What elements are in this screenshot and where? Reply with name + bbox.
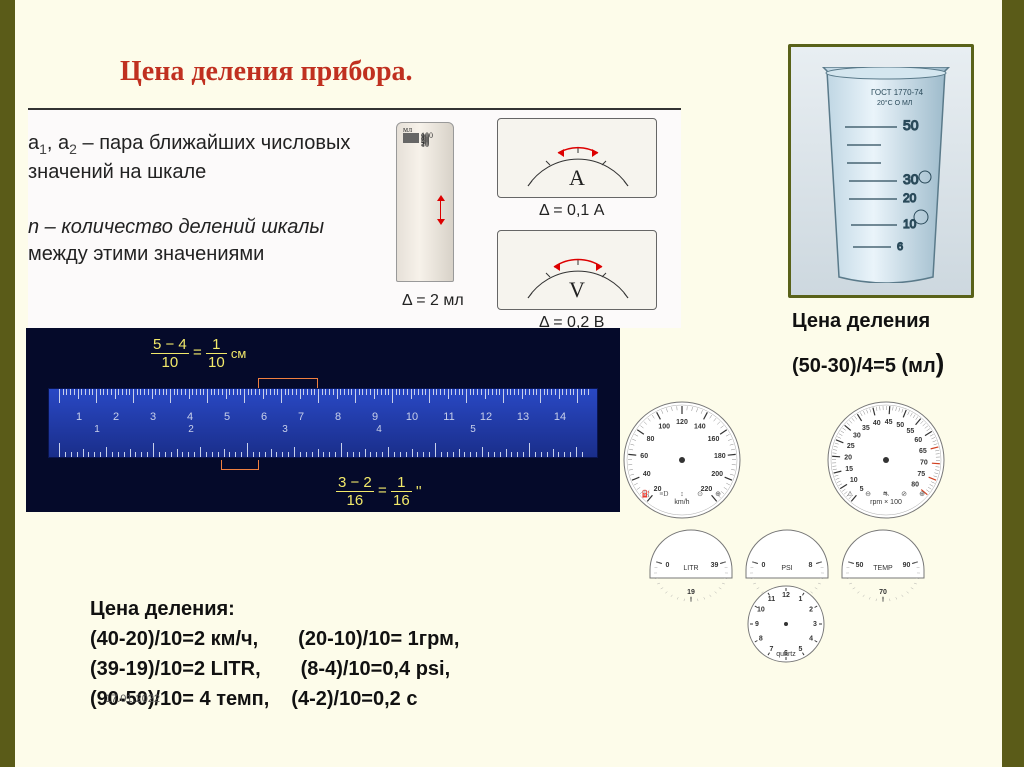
bracket-top	[258, 378, 318, 388]
svg-text:12: 12	[782, 592, 790, 599]
svg-text:45: 45	[885, 419, 893, 426]
svg-text:10: 10	[757, 607, 765, 614]
svg-text:60: 60	[640, 453, 648, 460]
ruler-fraction-inch: 3 − 2 16 =	[336, 474, 374, 509]
svg-text:80: 80	[911, 481, 919, 488]
svg-text:PSI: PSI	[781, 565, 792, 572]
svg-text:ГОСТ 1770-74: ГОСТ 1770-74	[871, 88, 924, 97]
svg-text:0: 0	[762, 562, 766, 569]
svg-text:55: 55	[907, 428, 915, 435]
svg-text:140: 140	[694, 423, 706, 430]
dials-svg: 20406080100120140160180200220km/h⛽≡D↕⊙⊕ …	[588, 398, 988, 664]
svg-text:3: 3	[813, 621, 817, 628]
ammeter: А	[497, 118, 657, 198]
svg-text:4: 4	[809, 636, 813, 643]
svg-text:50: 50	[896, 422, 904, 429]
svg-text:15: 15	[845, 466, 853, 473]
svg-text:8: 8	[759, 636, 763, 643]
svg-text:40: 40	[643, 471, 651, 478]
beaker-panel: ГОСТ 1770-74 20°С О МЛ 50 30 20 10 6	[788, 44, 974, 298]
beaker: ГОСТ 1770-74 20°С О МЛ 50 30 20 10 6	[821, 67, 951, 283]
svg-text:20°С О МЛ: 20°С О МЛ	[877, 99, 913, 107]
svg-text:200: 200	[711, 471, 723, 478]
cylinder-delta: Δ = 2 мл	[402, 292, 464, 310]
svg-text:80: 80	[647, 436, 655, 443]
svg-text:⊖: ⊖	[865, 490, 871, 498]
svg-text:6: 6	[897, 241, 903, 253]
svg-text:120: 120	[676, 419, 688, 426]
svg-text:5: 5	[860, 486, 864, 493]
accent-bar-left	[0, 0, 15, 767]
svg-text:25: 25	[847, 443, 855, 450]
ruler-fraction-cm: 5 − 4 10 =	[151, 336, 189, 371]
voltmeter: V	[497, 230, 657, 310]
svg-text:160: 160	[708, 436, 720, 443]
svg-text:20: 20	[903, 191, 917, 205]
svg-text:⊕: ⊕	[715, 490, 721, 498]
svg-text:180: 180	[714, 453, 726, 460]
svg-text:60: 60	[914, 437, 922, 444]
beaker-calculation: (50-30)/4=5 (мл)	[792, 348, 944, 379]
svg-text:50: 50	[903, 117, 919, 133]
svg-text:7: 7	[770, 646, 774, 653]
ruler-panel: 5 − 4 10 = 1 10 см 123456789101112131412…	[26, 328, 620, 512]
svg-text:11: 11	[768, 596, 776, 603]
svg-text:5: 5	[799, 646, 803, 653]
svg-text:quartz: quartz	[776, 651, 796, 658]
svg-text:20: 20	[844, 454, 852, 461]
svg-text:30: 30	[903, 171, 919, 187]
svg-text:rpm × 100: rpm × 100	[870, 499, 902, 506]
svg-text:90: 90	[903, 562, 911, 569]
cylinder-panel: мл 100908070605040302010 Δ = 2 мл	[372, 108, 479, 328]
svg-text:100: 100	[658, 423, 670, 430]
svg-text:30: 30	[853, 433, 861, 440]
svg-text:km/h: km/h	[674, 499, 689, 506]
ammeter-delta: Δ = 0,1 А	[539, 202, 604, 220]
svg-text:⚠: ⚠	[847, 490, 853, 498]
svg-text:2: 2	[809, 607, 813, 614]
a1-label: а	[28, 132, 39, 154]
svg-text:10: 10	[850, 477, 858, 484]
beaker-caption: Цена деления	[792, 310, 930, 333]
svg-text:⊘: ⊘	[901, 490, 907, 498]
svg-text:LITR: LITR	[683, 565, 698, 572]
double-arrow-icon	[435, 195, 445, 225]
svg-text:70: 70	[879, 589, 887, 596]
meter-panel: А Δ = 0,1 А V Δ = 0,2 В	[479, 108, 681, 328]
svg-text:1: 1	[799, 596, 803, 603]
ruler: 123456789101112131412345	[48, 388, 598, 458]
svg-text:65: 65	[919, 448, 927, 455]
svg-text:0: 0	[666, 562, 670, 569]
svg-text:9: 9	[755, 621, 759, 628]
svg-text:39: 39	[711, 562, 719, 569]
svg-text:↕: ↕	[680, 490, 684, 498]
date-stamp: 17.01.2022	[105, 693, 160, 705]
svg-text:⊙: ⊙	[697, 490, 703, 498]
svg-text:40: 40	[873, 420, 881, 427]
svg-text:8: 8	[809, 562, 813, 569]
accent-bar-right	[1002, 0, 1024, 767]
svg-text:50: 50	[856, 562, 864, 569]
svg-text:⛽: ⛽	[642, 489, 651, 498]
svg-text:70: 70	[920, 460, 928, 467]
page-title: Цена деления прибора.	[120, 56, 413, 88]
definitions-panel: а1, а2 – пара ближайших числовых значени…	[28, 108, 373, 328]
svg-text:≡D: ≡D	[659, 490, 668, 498]
svg-text:75: 75	[917, 471, 925, 478]
svg-text:35: 35	[862, 425, 870, 432]
graduated-cylinder: мл 100908070605040302010	[396, 122, 454, 282]
svg-text:⊕: ⊕	[919, 490, 925, 498]
svg-text:⛐: ⛐	[883, 490, 889, 498]
dial-cluster: 20406080100120140160180200220km/h⛽≡D↕⊙⊕ …	[588, 398, 988, 664]
svg-text:TEMP: TEMP	[873, 565, 893, 572]
bracket-bottom	[221, 460, 259, 470]
svg-text:19: 19	[687, 589, 695, 596]
